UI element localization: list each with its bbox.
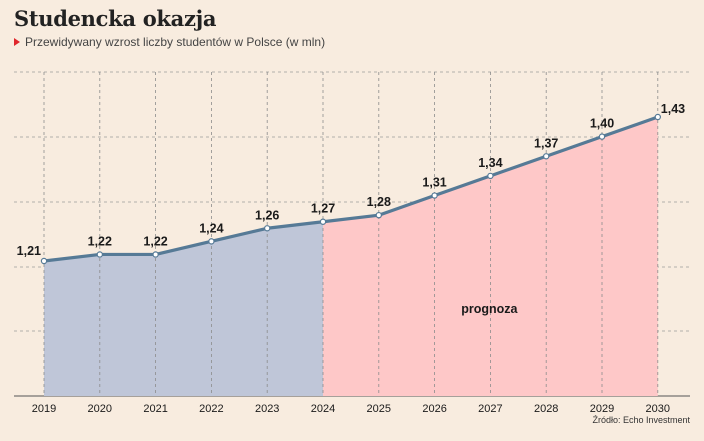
data-point	[96, 251, 104, 258]
data-point	[487, 172, 494, 180]
data-label: 1,27	[311, 202, 335, 216]
data-point	[40, 257, 48, 265]
series-line	[43, 115, 659, 263]
x-tick-label: 2025	[367, 403, 391, 415]
data-point	[152, 251, 159, 258]
x-tick-label: 2023	[255, 403, 279, 415]
data-point	[431, 192, 438, 199]
data-points	[40, 113, 662, 265]
data-label: 1,28	[367, 195, 391, 209]
data-labels: 1,21 1,22 1,22 1,24 1,26 1,27 1,28 1,31 1,34 1,37…	[17, 102, 686, 258]
data-label: 1,24	[199, 221, 223, 235]
data-label: 1,40	[590, 117, 614, 131]
x-tick-label: 2026	[422, 403, 446, 415]
data-label: 1,37	[534, 136, 558, 150]
x-tick-label: 2024	[311, 403, 335, 415]
subtitle-text: Przewidywany wzrost liczby studentów w P…	[25, 35, 326, 49]
series-line-path	[43, 115, 659, 263]
forecast-annotation: prognoza	[461, 302, 518, 316]
x-tick-label: 2027	[478, 403, 502, 415]
data-point	[375, 211, 382, 219]
x-tick-label: 2030	[646, 403, 670, 415]
data-label: 1,21	[17, 244, 41, 258]
data-label: 1,31	[422, 176, 446, 190]
triangle-marker-icon	[14, 38, 20, 46]
data-label: 1,43	[661, 102, 685, 116]
x-tick-label: 2019	[32, 403, 56, 415]
forecast-area	[323, 117, 658, 396]
x-tick-label: 2029	[590, 403, 614, 415]
data-label: 1,22	[143, 234, 167, 248]
source-note: Źródło: Echo Investment	[592, 415, 690, 425]
x-tick-label: 2022	[199, 403, 223, 415]
area-fills	[44, 117, 658, 396]
x-tick-label: 2020	[88, 403, 112, 415]
x-tick-label: 2021	[143, 403, 167, 415]
data-point	[543, 153, 550, 160]
chart-title: Studencka okazja	[14, 6, 217, 31]
x-tick-label: 2028	[534, 403, 558, 415]
data-label: 1,26	[255, 208, 279, 222]
data-point	[598, 133, 606, 140]
data-label: 1,22	[88, 234, 112, 248]
data-label: 1,34	[478, 156, 502, 170]
data-point	[208, 238, 215, 245]
x-grid-lines	[43, 72, 659, 396]
data-point	[319, 218, 327, 225]
chart-subtitle: Przewidywany wzrost liczby studentów w P…	[14, 35, 325, 49]
x-axis-ticks: 2019 2020 2021 2022 2023 2024 2025 2026 2027 2028…	[32, 403, 670, 415]
data-point	[654, 113, 662, 121]
data-point	[264, 225, 271, 232]
historic-area	[44, 221, 323, 396]
